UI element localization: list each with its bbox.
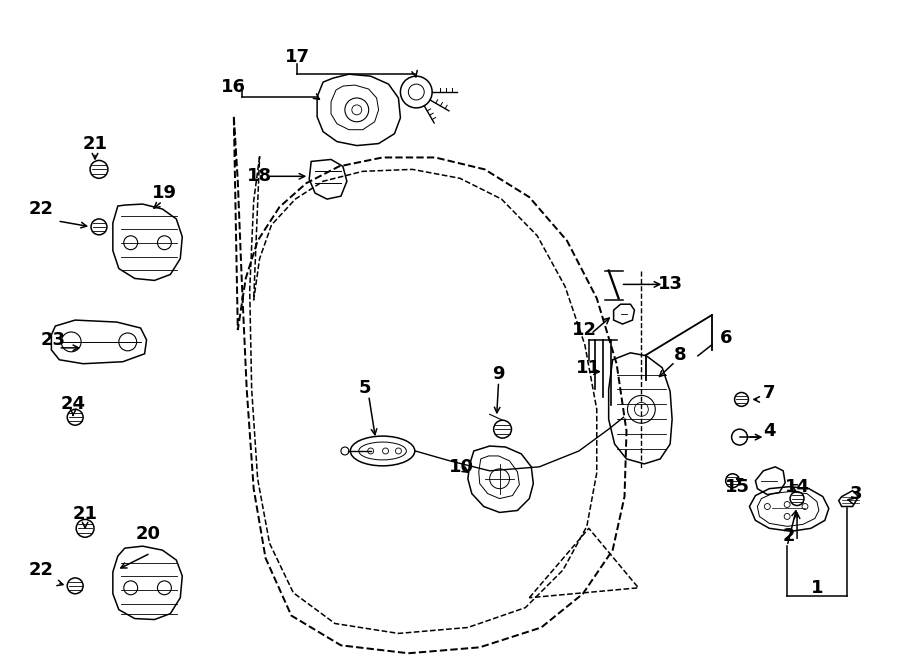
Text: 1: 1 — [811, 579, 824, 597]
Text: 4: 4 — [763, 422, 776, 440]
Text: 18: 18 — [248, 167, 272, 185]
Text: 15: 15 — [725, 478, 750, 496]
Text: 5: 5 — [358, 379, 371, 397]
Text: 8: 8 — [674, 346, 687, 364]
Text: 23: 23 — [40, 331, 66, 349]
Text: 24: 24 — [60, 395, 86, 413]
Text: 20: 20 — [136, 525, 161, 543]
Text: 12: 12 — [572, 321, 598, 339]
Text: 6: 6 — [719, 329, 732, 347]
Text: 11: 11 — [576, 359, 601, 377]
Text: 2: 2 — [783, 527, 796, 545]
Text: 22: 22 — [29, 561, 53, 579]
Text: 17: 17 — [284, 48, 310, 66]
Text: 7: 7 — [763, 385, 776, 403]
Text: 21: 21 — [73, 506, 97, 524]
Text: 16: 16 — [221, 78, 247, 96]
Text: 21: 21 — [83, 135, 107, 153]
Text: 13: 13 — [658, 276, 682, 293]
Text: 3: 3 — [850, 485, 863, 502]
Text: 19: 19 — [152, 184, 177, 202]
Text: 10: 10 — [449, 458, 474, 476]
Text: 9: 9 — [492, 365, 505, 383]
Text: 22: 22 — [29, 200, 53, 218]
Text: 14: 14 — [785, 478, 810, 496]
